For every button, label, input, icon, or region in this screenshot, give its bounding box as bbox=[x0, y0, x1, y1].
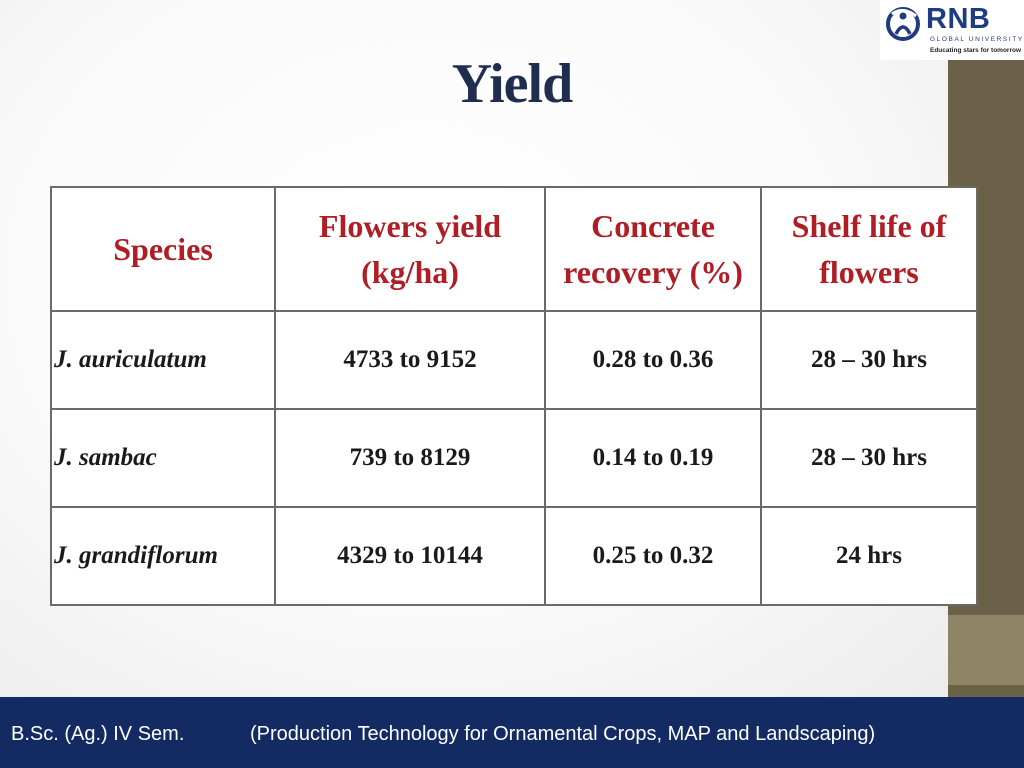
species-cell: J. auriculatum bbox=[50, 310, 276, 410]
concrete-recovery-cell: 0.28 to 0.36 bbox=[544, 310, 762, 410]
footer-bar: B.Sc. (Ag.) IV Sem. (Production Technolo… bbox=[0, 697, 1024, 768]
footer-course: B.Sc. (Ag.) IV Sem. bbox=[11, 723, 185, 745]
footer-subject: (Production Technology for Ornamental Cr… bbox=[250, 723, 876, 745]
species-cell: J. sambac bbox=[50, 408, 276, 508]
table-row: J. auriculatum 4733 to 9152 0.28 to 0.36… bbox=[50, 310, 978, 410]
shelf-life-cell: 28 – 30 hrs bbox=[760, 408, 978, 508]
header-shelf-life: Shelf life of flowers bbox=[760, 186, 978, 312]
flowers-yield-cell: 4733 to 9152 bbox=[274, 310, 546, 410]
logo-tagline: Educating stars for tomorrow bbox=[930, 47, 1022, 54]
concrete-recovery-cell: 0.25 to 0.32 bbox=[544, 506, 762, 606]
slide-title: Yield bbox=[451, 53, 573, 115]
logo-subtitle: GLOBAL UNIVERSITY bbox=[930, 36, 1024, 43]
header-flowers-yield: Flowers yield (kg/ha) bbox=[274, 186, 546, 312]
logo-name: RNB bbox=[926, 3, 991, 35]
university-logo: RNB GLOBAL UNIVERSITY Educating stars fo… bbox=[880, 0, 1024, 60]
table-row: J. grandiflorum 4329 to 10144 0.25 to 0.… bbox=[50, 506, 978, 606]
shelf-life-cell: 28 – 30 hrs bbox=[760, 310, 978, 410]
header-concrete-recovery: Concrete recovery (%) bbox=[544, 186, 762, 312]
species-cell: J. grandiflorum bbox=[50, 506, 276, 606]
yield-table: Species Flowers yield (kg/ha) Concrete r… bbox=[50, 186, 978, 606]
globe-star-emblem-icon bbox=[886, 7, 920, 41]
concrete-recovery-cell: 0.14 to 0.19 bbox=[544, 408, 762, 508]
header-species: Species bbox=[50, 186, 276, 312]
flowers-yield-cell: 739 to 8129 bbox=[274, 408, 546, 508]
table-row: J. sambac 739 to 8129 0.14 to 0.19 28 – … bbox=[50, 408, 978, 508]
table-header-row: Species Flowers yield (kg/ha) Concrete r… bbox=[50, 186, 978, 312]
shelf-life-cell: 24 hrs bbox=[760, 506, 978, 606]
flowers-yield-cell: 4329 to 10144 bbox=[274, 506, 546, 606]
decorative-band-accent bbox=[948, 615, 1024, 685]
